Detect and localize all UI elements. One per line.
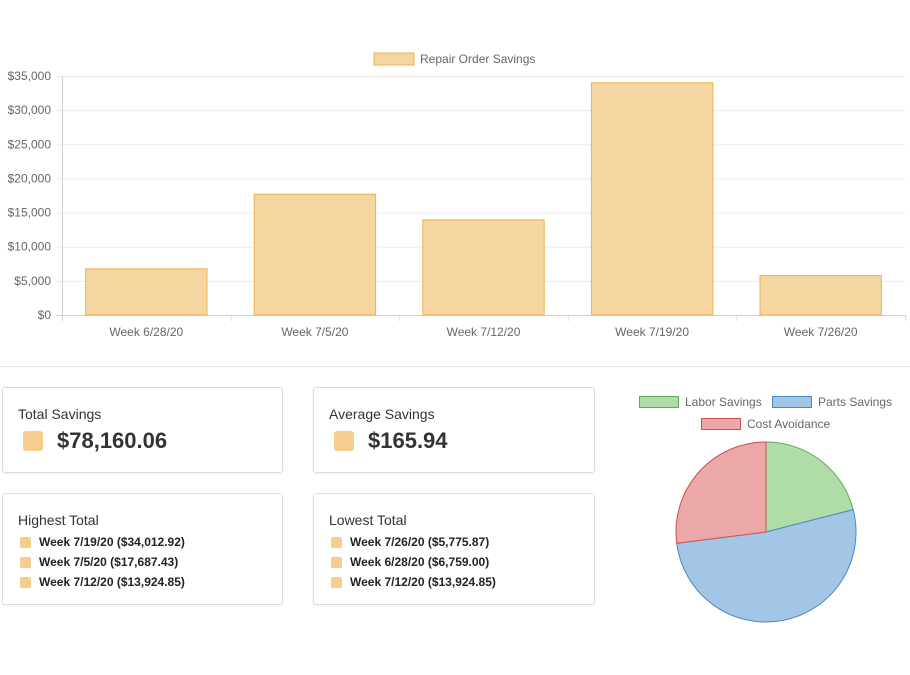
savings-breakdown-pie-chart [675,441,857,623]
lowest-total-label: Lowest Total [329,512,407,528]
legend-labor-savings[interactable]: Labor Savings [639,395,762,409]
labor-savings-legend-label: Labor Savings [685,395,762,409]
x-tick-label: Week 7/5/20 [281,325,348,339]
bar-2 [253,193,377,316]
x-tick-label: Week 6/28/20 [109,325,183,339]
highest-total-label: Highest Total [18,512,99,528]
x-tick-label: Week 7/12/20 [447,325,521,339]
bar-1 [85,268,208,316]
average-savings-card: Average Savings $165.94 [313,387,595,473]
average-savings-label: Average Savings [329,406,435,422]
lowest-item-1: Week 7/26/20 ($5,775.87) [350,535,490,549]
highest-item-1: Week 7/19/20 ($34,012.92) [39,535,185,549]
list-swatch [331,536,342,548]
list-item: Week 7/5/20 ($17,687.43) [20,552,185,572]
lowest-item-2: Week 6/28/20 ($6,759.00) [350,555,490,569]
labor-savings-legend-swatch [639,396,679,408]
y-tick-label: $20,000 [8,171,52,185]
list-swatch [331,556,342,568]
x-tick-label: Week 7/19/20 [615,325,689,339]
total-savings-value: $78,160.06 [57,428,168,453]
legend-cost-avoidance[interactable]: Cost Avoidance [701,417,830,431]
bar-legend-swatch [373,52,415,66]
lowest-total-card: Lowest Total Week 7/26/20 ($5,775.87) We… [313,493,595,605]
section-divider [0,366,910,367]
y-tick-label: $10,000 [8,240,52,254]
lowest-item-3: Week 7/12/20 ($13,924.85) [350,575,496,589]
bar-legend-label: Repair Order Savings [420,52,535,66]
bar-4 [590,82,714,316]
list-swatch [331,576,342,588]
y-tick-label: $30,000 [8,103,52,117]
total-savings-swatch [23,431,43,451]
list-swatch [20,536,31,548]
bar-5 [759,275,882,316]
cost-avoidance-legend-label: Cost Avoidance [747,417,831,431]
cost-avoidance-legend-swatch [701,418,741,430]
y-tick-label: $35,000 [8,69,52,83]
list-item: Week 7/12/20 ($13,924.85) [331,572,496,592]
list-item: Week 7/26/20 ($5,775.87) [331,532,496,552]
bar-3 [422,219,545,316]
y-tick-label: $15,000 [8,206,52,220]
repair-order-savings-bar-chart: Repair Order Savings $0 $5,000 $10,000 $15,0… [8,52,906,339]
total-savings-card: Total Savings $78,160.06 [2,387,283,473]
parts-savings-legend-swatch [772,396,812,408]
list-swatch [20,576,31,588]
pie-slice-labor-savings[interactable] [765,441,854,533]
list-item: Week 6/28/20 ($6,759.00) [331,552,496,572]
highest-item-2: Week 7/5/20 ($17,687.43) [39,555,179,569]
average-savings-value: $165.94 [368,428,448,453]
x-tick-label: Week 7/26/20 [784,325,858,339]
y-tick-label: $5,000 [14,274,51,288]
list-item: Week 7/12/20 ($13,924.85) [20,572,185,592]
parts-savings-legend-label: Parts Savings [818,395,893,409]
y-tick-label: $25,000 [8,137,52,151]
pie-slice-cost-avoidance[interactable] [675,441,767,544]
average-savings-swatch [334,431,354,451]
legend-parts-savings[interactable]: Parts Savings [772,395,892,409]
total-savings-label: Total Savings [18,406,102,422]
list-swatch [20,556,31,568]
highest-total-card: Highest Total Week 7/19/20 ($34,012.92) … [2,493,283,605]
highest-item-3: Week 7/12/20 ($13,924.85) [39,575,185,589]
y-tick-label: $0 [38,308,52,322]
list-item: Week 7/19/20 ($34,012.92) [20,532,185,552]
